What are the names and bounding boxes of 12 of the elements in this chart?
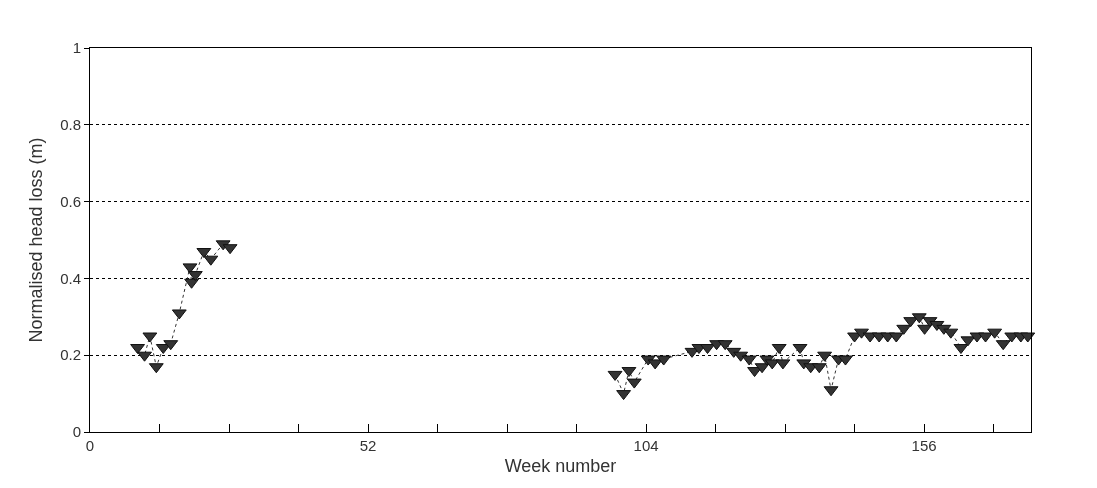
x-axis-title: Week number (504, 456, 617, 477)
x-tick-label: 0 (85, 437, 95, 454)
x-tick-label: 52 (359, 437, 377, 454)
y-tick-label: 0.8 (60, 116, 81, 134)
y-axis-title: Normalised head loss (m) (26, 137, 47, 343)
y-tick-label: 1 (72, 39, 81, 57)
y-tick-label: 0.2 (60, 346, 81, 364)
x-tick-label: 104 (633, 437, 659, 454)
y-tick-label: 0 (72, 423, 81, 441)
x-tick-label: 156 (911, 437, 937, 454)
y-tick-label: 0.6 (60, 192, 81, 210)
y-tick-label: 0.4 (60, 269, 81, 287)
